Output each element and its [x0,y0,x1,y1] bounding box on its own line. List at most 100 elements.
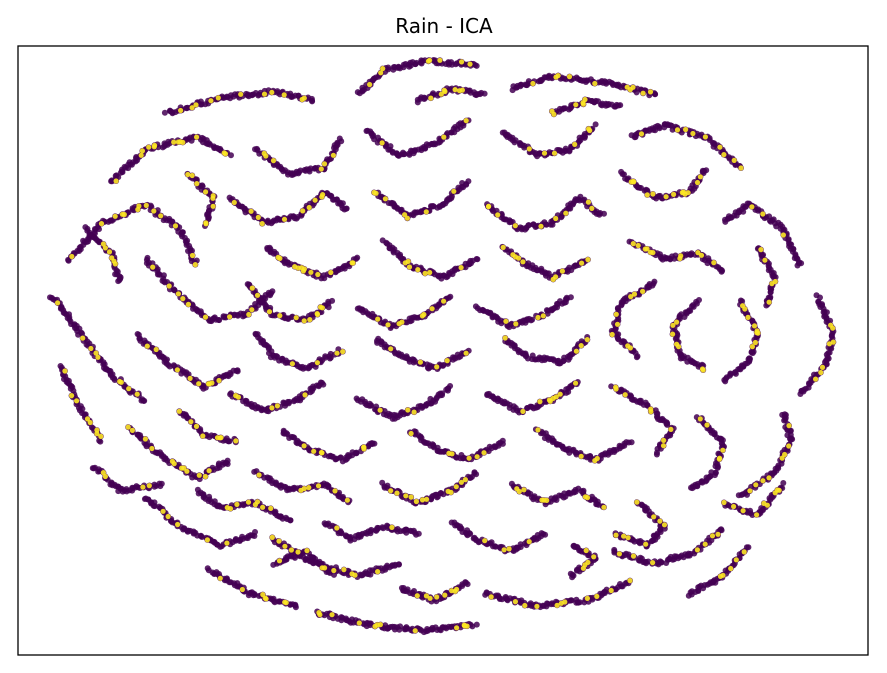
data-point [194,486,201,493]
data-point-highlight [622,392,628,398]
data-point-highlight [307,317,313,323]
data-point-highlight [640,288,646,294]
data-point [576,599,583,606]
data-point-highlight [315,271,321,278]
data-point-highlight [694,547,701,553]
data-point [492,543,498,550]
data-point-highlight [551,150,558,156]
data-point-highlight [537,399,543,405]
data-point-highlight [638,131,645,137]
data-point-highlight [419,497,426,503]
data-point-highlight [755,330,761,336]
data-point [570,446,577,453]
data-point-highlight [375,569,381,575]
data-point-highlight [408,430,414,437]
data-point-highlight [421,311,427,318]
data-point-highlight [458,265,464,271]
data-point-highlight [344,497,350,503]
data-point-highlight [738,165,744,171]
data-point-highlight [550,276,556,282]
data-point [423,141,430,148]
data-point-highlight [660,443,667,449]
data-point [374,337,380,344]
data-point-highlight [196,472,202,478]
data-point-highlight [700,367,706,373]
data-point [806,381,813,388]
data-point-highlight [651,514,657,520]
data-point-highlight [466,455,472,461]
data-point-highlight [650,560,656,566]
data-point-highlight [717,144,723,150]
data-point-highlight [235,394,241,400]
data-point [780,480,787,486]
data-point [777,225,784,232]
chart-title: Rain - ICA [395,14,493,38]
data-point-highlight [429,306,435,312]
data-point [400,61,407,68]
data-point-highlight [676,344,682,350]
data-point-highlight [332,488,338,494]
data-point-highlight [180,296,186,302]
data-point-highlight [459,59,465,65]
data-point [158,480,165,487]
data-point-highlight [752,339,759,346]
data-point [448,519,455,526]
data-point [718,526,725,533]
data-point [688,484,694,491]
data-point-highlight [411,409,417,415]
data-point-highlight [520,408,526,414]
data-point [749,350,756,357]
data-point [653,451,660,458]
data-point-highlight [249,307,255,313]
data-point [464,527,471,534]
data-point [343,533,350,540]
data-point-highlight [196,381,202,387]
data-point-highlight [621,533,627,539]
data-point-highlight [302,392,308,398]
data-point-highlight [93,350,99,356]
data-point-highlight [544,497,550,503]
data-point [661,124,668,131]
data-point [284,516,291,523]
data-point [722,378,729,385]
data-point-highlight [171,139,177,145]
data-point-highlight [62,368,68,374]
data-point-highlight [441,134,447,140]
data-point-highlight [180,139,186,145]
data-point-highlight [402,212,408,218]
data-point [234,368,241,375]
data-point-highlight [510,252,516,258]
data-point-highlight [516,488,522,495]
data-point-highlight [584,495,591,501]
data-point-highlight [74,398,80,404]
data-point-highlight [254,292,261,298]
data-point-highlight [584,595,591,602]
data-point-highlight [625,535,631,541]
data-point-highlight [538,223,544,229]
data-point-highlight [379,140,385,146]
data-point-highlight [94,431,100,437]
data-point-highlight [463,350,469,356]
data-point [473,621,480,628]
data-point-highlight [553,74,559,80]
data-point-highlight [315,483,322,489]
data-point [543,221,550,228]
data-point-highlight [292,264,298,270]
data-point-highlight [522,602,528,609]
data-point-highlight [146,144,152,150]
data-point-highlight [202,473,208,480]
data-point-highlight [573,380,579,386]
data-point-highlight [288,547,294,553]
data-point-highlight [683,126,689,133]
data-point [115,278,122,285]
data-point-highlight [84,416,91,422]
data-point-highlight [474,454,480,460]
data-point [319,379,325,386]
data-point-highlight [266,309,273,315]
data-point [286,398,293,405]
data-point-highlight [377,622,383,628]
data-point [745,544,752,551]
data-point-highlight [627,345,634,351]
data-point-highlight [269,405,275,411]
data-point-highlight [425,58,431,64]
